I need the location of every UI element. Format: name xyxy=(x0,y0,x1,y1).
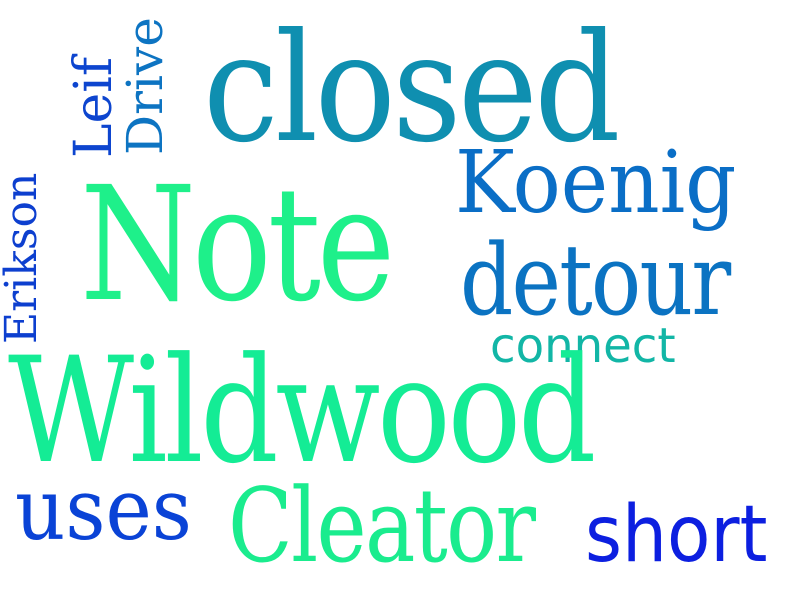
word-koenig: Koenig xyxy=(455,133,737,233)
word-uses: uses xyxy=(15,461,192,560)
word-leif: Leif xyxy=(64,56,124,158)
word-short: short xyxy=(585,490,768,580)
word-closed: closed xyxy=(203,2,621,176)
word-detour: detour xyxy=(460,224,731,338)
word-wildwood: Wildwood xyxy=(8,326,596,496)
word-cleator: Cleator xyxy=(228,467,536,586)
word-note: Note xyxy=(80,153,395,337)
word-erikson: Erikson xyxy=(0,172,47,344)
word-connect: connect xyxy=(490,318,676,374)
word-drive: Drive xyxy=(116,17,174,155)
